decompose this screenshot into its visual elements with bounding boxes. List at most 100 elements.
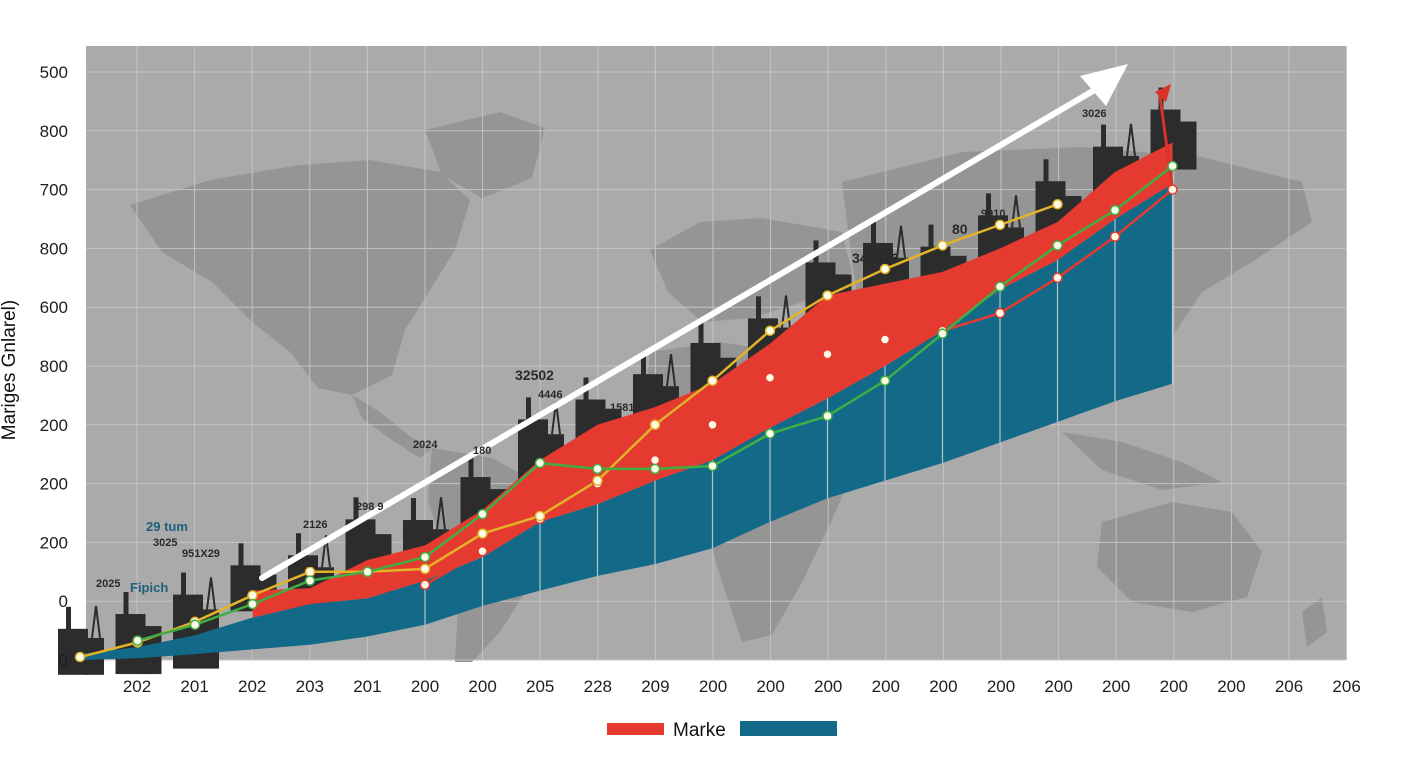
factory-building: [1178, 121, 1197, 170]
factory-chimney: [928, 224, 934, 249]
blue-area: [80, 183, 1173, 660]
factory-chimney: [1043, 159, 1049, 184]
x-tick-label: 200: [929, 677, 957, 696]
red-arrow: [1155, 84, 1174, 190]
data-point: [994, 307, 1006, 319]
oil-derrick: [666, 354, 676, 387]
data-point: [764, 428, 776, 439]
data-point: [247, 598, 258, 610]
data-point: [592, 463, 603, 475]
data-point: [304, 575, 316, 586]
y-axis: 0 0 200 200 200 800 600 800 700 800 500: [40, 63, 68, 670]
x-tick-label: 228: [584, 677, 612, 696]
annotation-label: 298 9: [356, 501, 384, 513]
annotation-label: 29 tum: [146, 519, 188, 534]
map-new-zealand: [1302, 597, 1327, 647]
x-tick-label: 206: [1332, 677, 1360, 696]
x-tick-label: 200: [814, 677, 842, 696]
factory-chimney: [411, 498, 416, 523]
oil-derrick: [781, 295, 791, 328]
annotation-label: Fipich: [130, 580, 168, 595]
factory-chimney: [123, 592, 129, 617]
red-arrow-head: [1155, 84, 1171, 102]
y-tick-label: 200: [40, 416, 68, 435]
data-point: [592, 475, 603, 486]
x-tick-label: 201: [353, 677, 381, 696]
annotation-label: 2126: [303, 519, 327, 531]
data-point: [74, 651, 86, 663]
data-point: [764, 325, 776, 336]
x-tick-label: 205: [526, 677, 554, 696]
data-point: [189, 619, 201, 630]
data-point: [879, 263, 891, 275]
x-tick-label: 200: [987, 677, 1015, 696]
x-tick-label: 200: [411, 677, 439, 696]
x-tick-label: 201: [180, 677, 208, 696]
annotation-label: 345626: [852, 250, 899, 266]
data-point: [1052, 199, 1063, 210]
legend-swatch-blue: [740, 721, 837, 736]
annotation-label: 2025: [96, 578, 120, 590]
x-tick-label: 200: [756, 677, 784, 696]
factory-chimney: [526, 397, 531, 422]
oil-derrick: [896, 225, 906, 258]
legend-label: Marke: [673, 720, 726, 741]
map-central-america: [352, 395, 432, 458]
factory-chimney: [641, 352, 646, 377]
factory-chimney: [181, 572, 186, 597]
data-point: [534, 510, 546, 522]
factory-chimney: [756, 296, 761, 321]
x-tick-label: 200: [1044, 677, 1072, 696]
y-tick-label: 200: [40, 475, 68, 494]
x-tick-label: 200: [699, 677, 727, 696]
data-point: [419, 551, 431, 563]
y-tick-label: 200: [40, 533, 68, 552]
data-point: [649, 463, 661, 475]
factory-chimney: [986, 193, 991, 218]
annotation-label: 3026: [1082, 108, 1106, 120]
trend-arrow-head: [1080, 64, 1128, 106]
data-point: [707, 460, 718, 472]
data-point: [994, 281, 1006, 292]
factory-chimney: [353, 497, 359, 522]
data-point: [1052, 272, 1063, 284]
x-tick-label: 200: [1217, 677, 1245, 696]
data-point: [419, 579, 431, 590]
data-point: [764, 372, 776, 384]
annotation-label: 29: [306, 558, 318, 570]
annotation-label: 80: [952, 221, 968, 237]
data-point: [419, 563, 431, 575]
factory-chimney: [296, 533, 301, 558]
data-point: [477, 528, 488, 539]
data-point: [1052, 240, 1063, 251]
x-tick-label: 200: [872, 677, 900, 696]
oil-derrick: [436, 497, 446, 530]
y-tick-label: 700: [40, 181, 68, 200]
point-markers: [74, 160, 1178, 663]
red-line: [424, 188, 1174, 586]
annotations: 29 tum 3025 951X29 Fipich 2025 2126 29 2…: [96, 108, 1106, 595]
data-point: [534, 457, 546, 469]
factory-chimney: [66, 606, 71, 631]
y-tick-label: 600: [40, 298, 68, 317]
data-point: [822, 410, 833, 422]
oil-derrick: [206, 577, 216, 610]
data-point: [707, 375, 718, 386]
data-point: [879, 375, 891, 386]
map-europe: [650, 218, 852, 322]
factory-building: [173, 594, 203, 669]
oil-derrick: [1011, 195, 1021, 228]
annotation-label: 9910: [981, 208, 1005, 220]
legend: Marke: [607, 720, 837, 741]
x-tick-label: 200: [468, 677, 496, 696]
data-point: [822, 290, 833, 301]
x-tick-label: 202: [123, 677, 151, 696]
annotation-label: 15810: [610, 402, 641, 414]
map-southeast-asia: [1062, 432, 1222, 490]
map-north-america: [130, 160, 470, 395]
annotation-label: 180: [473, 445, 491, 457]
annotation-label: 32502: [515, 367, 554, 383]
y-tick-label: 0: [59, 651, 68, 670]
data-point: [477, 508, 488, 520]
data-point: [937, 328, 948, 339]
